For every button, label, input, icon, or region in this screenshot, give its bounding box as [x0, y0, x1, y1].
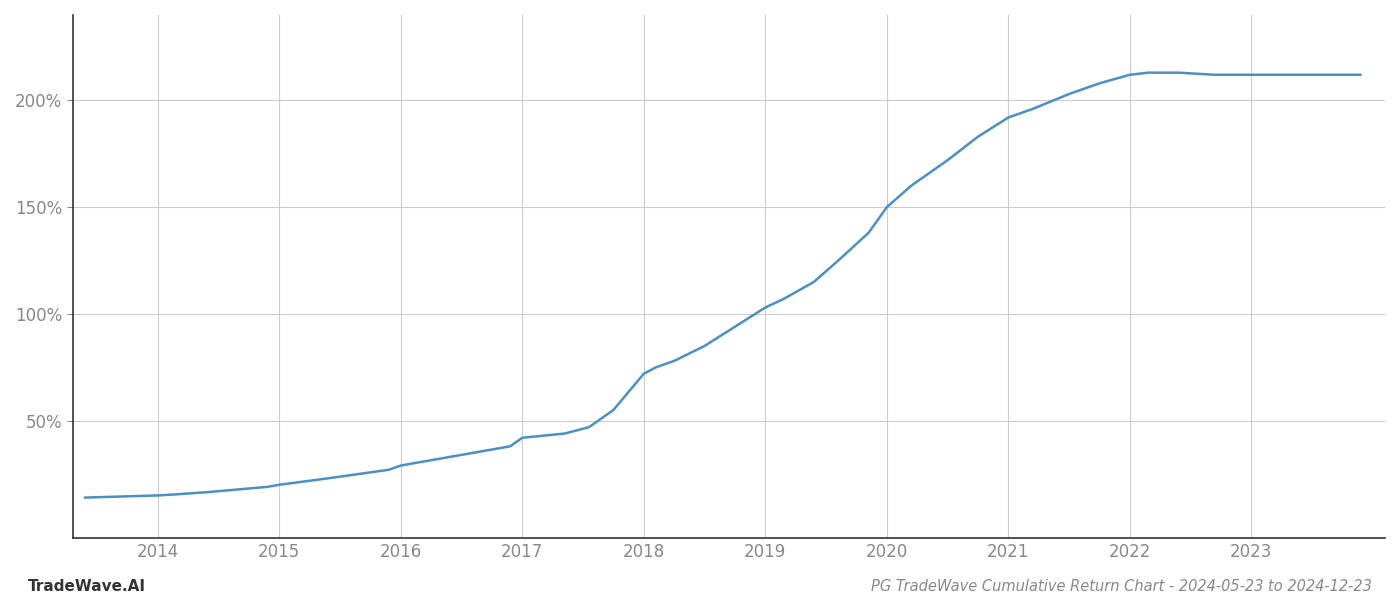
- Text: TradeWave.AI: TradeWave.AI: [28, 579, 146, 594]
- Text: PG TradeWave Cumulative Return Chart - 2024-05-23 to 2024-12-23: PG TradeWave Cumulative Return Chart - 2…: [871, 579, 1372, 594]
